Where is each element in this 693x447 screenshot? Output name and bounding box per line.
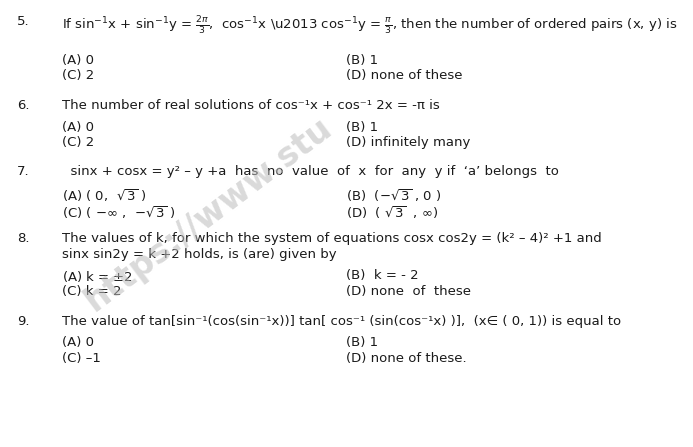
Text: 7.: 7.: [17, 165, 30, 178]
Text: (C) k = 2: (C) k = 2: [62, 285, 122, 298]
Text: (B) 1: (B) 1: [346, 54, 378, 67]
Text: https://www.stu: https://www.stu: [78, 111, 337, 318]
Text: If sin$^{-1}$x + sin$^{-1}$y = $\frac{2\pi}{3}$,  cos$^{-1}$x \u2013 cos$^{-1}$y: If sin$^{-1}$x + sin$^{-1}$y = $\frac{2\…: [62, 15, 678, 37]
Text: (C) ( $-\infty$ ,  $-\sqrt{3}$ ): (C) ( $-\infty$ , $-\sqrt{3}$ ): [62, 204, 176, 221]
Text: (B)  k = - 2: (B) k = - 2: [346, 269, 419, 282]
Text: 5.: 5.: [17, 15, 30, 28]
Text: (D) none  of  these: (D) none of these: [346, 285, 471, 298]
Text: sinx sin2y = k +2 holds, is (are) given by: sinx sin2y = k +2 holds, is (are) given …: [62, 248, 337, 261]
Text: (A) 0: (A) 0: [62, 336, 94, 349]
Text: 9.: 9.: [17, 315, 30, 328]
Text: The value of tan[sin⁻¹(cos(sin⁻¹x))] tan[ cos⁻¹ (sin(cos⁻¹x) )],  (x∈ ( 0, 1)) i: The value of tan[sin⁻¹(cos(sin⁻¹x))] tan…: [62, 315, 622, 328]
Text: (B) 1: (B) 1: [346, 336, 378, 349]
Text: (D) infinitely many: (D) infinitely many: [346, 136, 471, 149]
Text: (B) 1: (B) 1: [346, 121, 378, 134]
Text: (C) 2: (C) 2: [62, 69, 95, 82]
Text: The values of k, for which the system of equations cosx cos2y = (k² – 4)² +1 and: The values of k, for which the system of…: [62, 232, 602, 245]
Text: (A) k = $\pm$2: (A) k = $\pm$2: [62, 269, 134, 284]
Text: (C) –1: (C) –1: [62, 352, 101, 365]
Text: (A) 0: (A) 0: [62, 54, 94, 67]
Text: (B)  ($-\sqrt{3}$ , 0 ): (B) ($-\sqrt{3}$ , 0 ): [346, 187, 442, 204]
Text: sinx + cosx = y² – y +a  has  no  value  of  x  for  any  y if  ‘a’ belongs  to: sinx + cosx = y² – y +a has no value of …: [62, 165, 559, 178]
Text: 8.: 8.: [17, 232, 30, 245]
Text: (C) 2: (C) 2: [62, 136, 95, 149]
Text: (D) none of these: (D) none of these: [346, 69, 463, 82]
Text: (D) none of these.: (D) none of these.: [346, 352, 467, 365]
Text: (D)  ( $\sqrt{3}$  , $\infty$): (D) ( $\sqrt{3}$ , $\infty$): [346, 204, 439, 221]
Text: The number of real solutions of cos⁻¹x + cos⁻¹ 2x = -π is: The number of real solutions of cos⁻¹x +…: [62, 99, 440, 112]
Text: (A) 0: (A) 0: [62, 121, 94, 134]
Text: 6.: 6.: [17, 99, 30, 112]
Text: (A) ( 0,  $\sqrt{3}$ ): (A) ( 0, $\sqrt{3}$ ): [62, 187, 147, 204]
